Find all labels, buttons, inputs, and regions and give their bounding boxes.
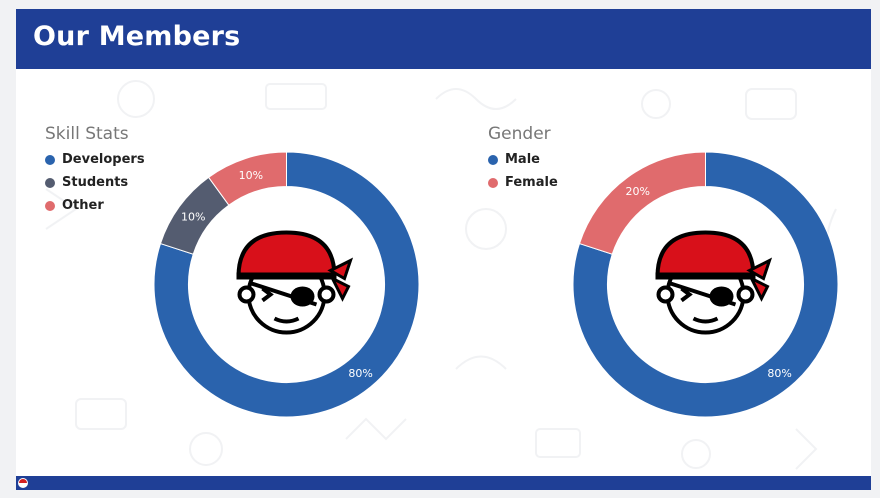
legend-item-female: Female (488, 171, 558, 194)
donut-slice-female (578, 151, 706, 255)
page-title: Our Members (33, 21, 241, 52)
legend-swatch (488, 154, 498, 165)
donut-chart-skill-stats: 80% 10% 10% (153, 151, 420, 418)
legend-gender: Male Female (488, 148, 558, 194)
legend-item-students: Students (45, 171, 145, 194)
legend-item-male: Male (488, 148, 558, 171)
legend-swatch (45, 177, 55, 188)
legend-swatch (45, 154, 55, 165)
legend-label: Developers (62, 152, 145, 167)
footer-bar (16, 476, 871, 490)
slide: Our Members Skill Stats Developers Stude… (16, 9, 871, 490)
header-bar: Our Members (16, 9, 871, 69)
legend-label: Male (505, 152, 540, 167)
data-label-developers: 80% (348, 367, 372, 380)
data-label-students: 10% (181, 211, 205, 224)
legend-label: Other (62, 198, 104, 213)
data-label-female: 20% (626, 185, 650, 198)
legend-swatch (45, 200, 55, 211)
donut-slice-developers (153, 151, 420, 418)
pirate-face-icon (655, 230, 773, 335)
donut-chart-gender: 80% 20% (572, 151, 839, 418)
data-label-other: 10% (239, 169, 263, 182)
pirate-face-icon (236, 230, 354, 335)
legend-skill-stats: Developers Students Other (45, 148, 145, 217)
chart-title-skill-stats: Skill Stats (45, 124, 129, 144)
donut-slice-other (207, 151, 287, 206)
legend-swatch (488, 177, 498, 188)
legend-item-other: Other (45, 194, 145, 217)
legend-item-developers: Developers (45, 148, 145, 171)
chart-title-gender: Gender (488, 124, 551, 144)
legend-label: Female (505, 175, 558, 190)
data-label-male: 80% (767, 367, 791, 380)
footer-logo-icon (18, 478, 28, 488)
donut-slice-male (572, 151, 839, 418)
legend-label: Students (62, 175, 129, 190)
